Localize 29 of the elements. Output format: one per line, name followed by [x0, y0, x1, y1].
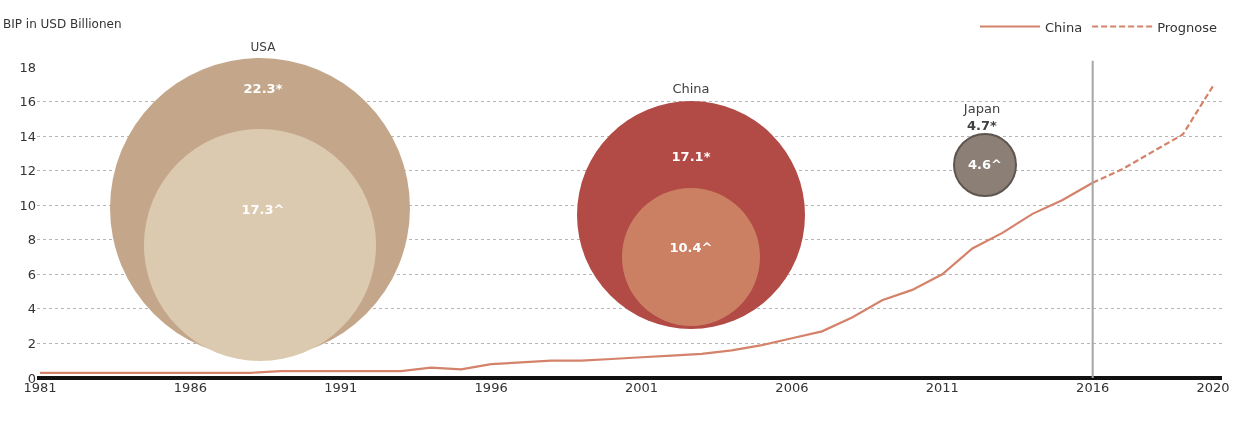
- x-tick-label: 1996: [474, 380, 508, 395]
- legend-label: Prognose: [1157, 19, 1217, 35]
- annotation: 4.6^: [968, 156, 1002, 172]
- annotation: 10.4^: [669, 239, 713, 255]
- y-tick-label: 8: [27, 232, 36, 248]
- y-tick-label: 4: [27, 301, 36, 317]
- y-tick-label: 6: [27, 266, 36, 282]
- annotation: 22.3*: [243, 80, 283, 96]
- y-tick-label: 14: [19, 128, 36, 144]
- x-tick-label: 2001: [624, 380, 659, 395]
- annotation: China: [672, 80, 710, 96]
- text: USA: [250, 39, 277, 54]
- x-tick-label: 1991: [324, 380, 358, 395]
- annotation: 17.1*: [671, 148, 711, 164]
- annotation: 4.7*: [967, 117, 998, 133]
- y-tick-label: 12: [19, 163, 36, 179]
- x-tick-label: 2020: [1196, 380, 1230, 395]
- x-tick-label: 2011: [925, 380, 959, 395]
- x-tick-label: 1986: [173, 380, 207, 395]
- y-tick-label: 2: [27, 335, 36, 351]
- y-tick-label: 18: [19, 59, 36, 75]
- y-tick-label: 16: [19, 94, 36, 110]
- y-tick-label: 10: [19, 197, 36, 213]
- y-axis-title: BIP in USD Billionen: [3, 17, 122, 31]
- legend-label: China: [1045, 19, 1083, 35]
- annotation: 17.3^: [241, 201, 285, 217]
- x-tick-label: 2006: [775, 380, 809, 395]
- annotation: Japan: [962, 100, 1001, 116]
- x-tick-label: 2016: [1076, 380, 1110, 395]
